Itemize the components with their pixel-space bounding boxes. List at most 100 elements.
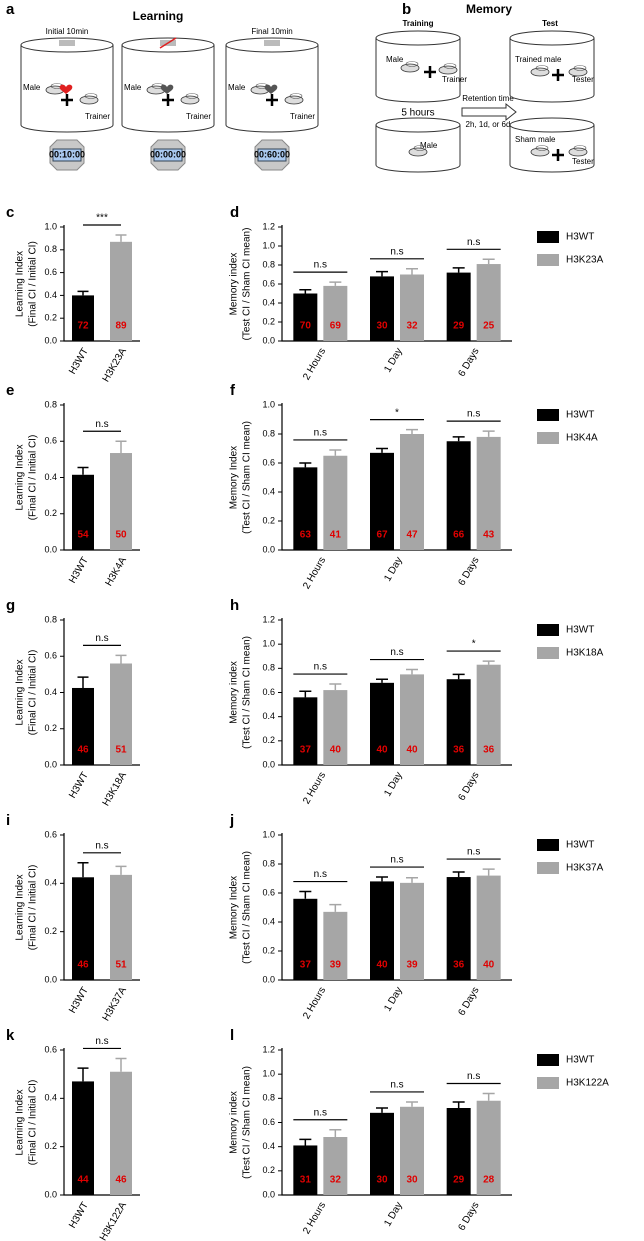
panel-letter: a bbox=[6, 1, 15, 18]
fly-wing bbox=[413, 145, 427, 151]
legend-label: H3WT bbox=[566, 232, 594, 243]
arena-top bbox=[509, 117, 595, 133]
fly-body bbox=[79, 95, 99, 105]
y-axis-label: Learning Index bbox=[15, 444, 26, 510]
plus-sign bbox=[162, 94, 174, 106]
y-tick-label: 0.8 bbox=[262, 858, 275, 868]
y-axis-label: (Test CI / Sham CI mean) bbox=[242, 636, 253, 749]
sample-size: 29 bbox=[453, 321, 465, 332]
fly-label: Trainer bbox=[290, 112, 315, 121]
arena-side bbox=[121, 45, 215, 133]
x-tick-label: 2 Hours bbox=[301, 346, 328, 382]
arrow bbox=[461, 102, 517, 122]
sample-size: 39 bbox=[406, 960, 418, 971]
y-tick-label: 0.6 bbox=[44, 651, 57, 661]
sample-size: 36 bbox=[453, 745, 465, 756]
y-tick-label: 0.0 bbox=[44, 544, 57, 554]
panel-letter: c bbox=[6, 204, 14, 221]
panel-letter: j bbox=[229, 812, 234, 829]
y-axis-label: Learning Index bbox=[15, 659, 26, 725]
error-bar bbox=[299, 890, 312, 899]
y-tick-label: 0.0 bbox=[262, 544, 275, 554]
significance-label: n.s bbox=[390, 246, 403, 257]
legend-swatch bbox=[537, 647, 559, 659]
fly-body bbox=[408, 147, 428, 157]
significance-label: n.s bbox=[467, 1071, 480, 1082]
y-axis-label: Memory index bbox=[229, 1091, 240, 1154]
y-tick-label: 0.0 bbox=[262, 759, 275, 769]
timer-screen bbox=[257, 148, 287, 162]
y-tick-label: 0.8 bbox=[44, 614, 57, 624]
bar bbox=[293, 697, 318, 765]
bar bbox=[110, 453, 132, 550]
fly-label: Trainer bbox=[186, 112, 211, 121]
y-tick-label: 0.0 bbox=[262, 1189, 275, 1199]
x-tick-label: 2 Hours bbox=[301, 1200, 328, 1236]
y-tick-label: 0.6 bbox=[262, 1117, 275, 1127]
y-tick-label: 1.0 bbox=[262, 399, 275, 409]
timer-text: 00:60:00 bbox=[254, 149, 290, 159]
panel-title: Learning bbox=[133, 9, 184, 23]
significance-label: n.s bbox=[314, 260, 327, 271]
sample-size: 72 bbox=[77, 321, 89, 332]
x-tick-label: H3K4A bbox=[104, 555, 130, 588]
significance-label: n.s bbox=[390, 855, 403, 866]
timer-screen bbox=[153, 148, 183, 162]
x-tick-label: H3K37A bbox=[101, 985, 129, 1023]
y-axis-label: (Final CI / Initial CI) bbox=[28, 241, 39, 327]
y-axis-label: Memory index bbox=[229, 253, 240, 316]
sample-size: 46 bbox=[115, 1175, 127, 1186]
error-bar bbox=[376, 447, 388, 453]
significance-label: n.s bbox=[467, 409, 480, 420]
error-bar bbox=[376, 678, 388, 683]
error-bar bbox=[406, 428, 418, 434]
error-bar bbox=[299, 462, 312, 468]
fly-label: Male bbox=[23, 83, 41, 92]
y-tick-label: 0.8 bbox=[262, 428, 275, 438]
x-tick-label: 2 Hours bbox=[301, 555, 328, 591]
significance-label: n.s bbox=[314, 428, 327, 439]
column-title: Training bbox=[402, 19, 433, 28]
y-axis-label: (Test CI / Sham CI mean) bbox=[242, 421, 253, 534]
x-tick-label: 6 Days bbox=[456, 1200, 481, 1232]
legend-swatch bbox=[537, 409, 559, 421]
fly-wing bbox=[535, 145, 549, 151]
y-tick-label: 0.0 bbox=[44, 335, 57, 345]
plus-sign bbox=[61, 94, 73, 106]
bar bbox=[476, 436, 501, 550]
bar bbox=[370, 1112, 394, 1195]
fly-label: Trainer bbox=[442, 75, 467, 84]
error-bar bbox=[115, 440, 127, 454]
y-tick-label: 0.0 bbox=[44, 1189, 57, 1199]
x-tick-label: 6 Days bbox=[456, 985, 481, 1017]
y-axis-label: Memory Index bbox=[229, 876, 240, 939]
y-tick-label: 0.2 bbox=[44, 508, 57, 518]
retention-options: 2h, 1d, or 6d bbox=[466, 120, 511, 129]
panel-letter: g bbox=[6, 597, 15, 614]
y-tick-label: 0.4 bbox=[44, 1093, 57, 1103]
significance-label: n.s bbox=[467, 237, 480, 248]
significance-label: n.s bbox=[467, 847, 480, 858]
arena-top bbox=[375, 30, 461, 46]
error-bar bbox=[452, 267, 465, 273]
y-axis-label: Learning Index bbox=[15, 1089, 26, 1155]
y-axis-label: Learning Index bbox=[15, 874, 26, 940]
y-tick-label: 1.0 bbox=[262, 1069, 275, 1079]
error-bar bbox=[482, 660, 495, 665]
sample-size: 46 bbox=[77, 745, 89, 756]
y-axis-label: Memory Index bbox=[229, 446, 240, 509]
sample-size: 50 bbox=[115, 530, 127, 541]
error-bar bbox=[299, 690, 312, 698]
panel-title: Memory bbox=[466, 2, 512, 16]
sample-size: 31 bbox=[300, 1175, 312, 1186]
sample-size: 51 bbox=[115, 745, 127, 756]
legend-swatch bbox=[537, 862, 559, 874]
sample-size: 54 bbox=[77, 530, 89, 541]
x-tick-label: 2 Hours bbox=[301, 985, 328, 1021]
bar bbox=[400, 434, 424, 550]
bar bbox=[400, 882, 424, 980]
sample-size: 40 bbox=[330, 745, 342, 756]
arena-side bbox=[509, 125, 595, 173]
bar bbox=[293, 1145, 318, 1195]
